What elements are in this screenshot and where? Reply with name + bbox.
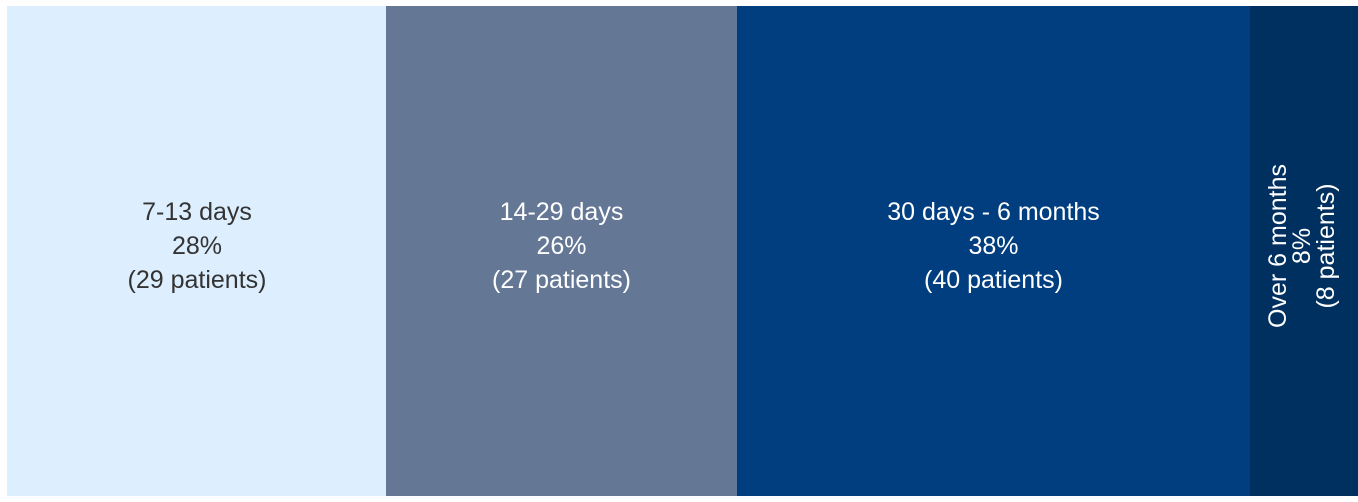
segment-label-7-13-days: 7-13 days 28% (29 patients) — [128, 198, 267, 294]
segment-label-30-days-6-months: 30 days - 6 months 38% (40 patients) — [887, 198, 1100, 294]
patients-label: (8 patients) — [1312, 183, 1340, 308]
percent-label: 28% — [172, 232, 222, 260]
percent-label: 38% — [968, 232, 1018, 260]
patients-label: (40 patients) — [924, 266, 1063, 294]
segment-14-29-days — [386, 6, 737, 496]
percent-label: 26% — [536, 232, 586, 260]
segment-over-6-months — [1250, 6, 1358, 496]
segment-label-14-29-days: 14-29 days 26% (27 patients) — [492, 198, 631, 294]
category-label: 7-13 days — [142, 198, 252, 226]
category-label: 30 days - 6 months — [887, 198, 1100, 226]
segment-30-days-6-months — [737, 6, 1250, 496]
category-label: Over 6 months — [1264, 164, 1292, 328]
category-label: 14-29 days — [500, 198, 624, 226]
segment-label-over-6-months: Over 6 months8%(8 patients) — [1264, 164, 1340, 328]
patients-label: (29 patients) — [128, 266, 267, 294]
segment-7-13-days — [8, 6, 386, 496]
segment-labels: 7-13 days 28% (29 patients) 14-29 days 26% (2… — [128, 164, 1340, 328]
patients-label: (27 patients) — [492, 266, 631, 294]
percent-label: 8% — [1288, 228, 1316, 264]
bar-segments — [8, 6, 1358, 496]
